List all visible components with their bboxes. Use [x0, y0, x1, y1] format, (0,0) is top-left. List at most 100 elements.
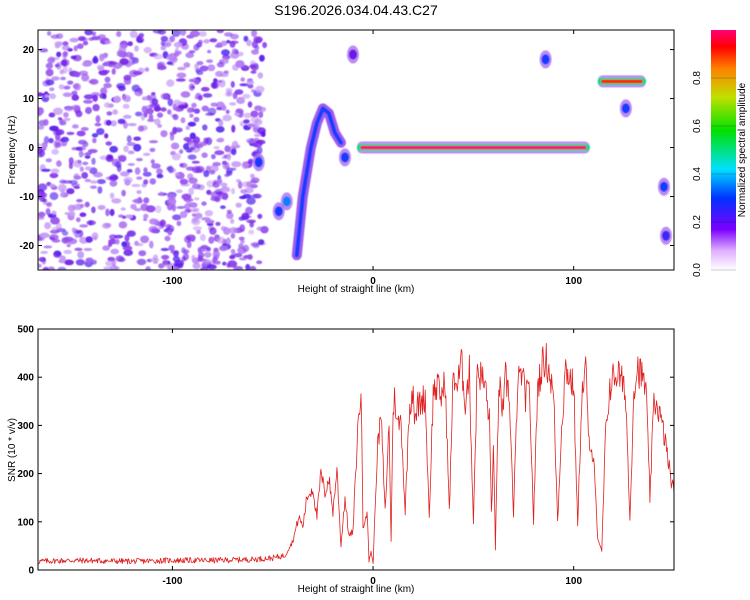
spectrogram-noise-cell	[251, 49, 259, 55]
spectrogram-noise-cell	[170, 142, 180, 150]
spectrogram-noise-cell	[96, 179, 106, 185]
spectrogram-noise-cell	[235, 60, 245, 68]
spectrogram-noise-cell	[185, 52, 194, 59]
spectrogram-noise-cell	[60, 76, 66, 81]
spectrogram-noise-cell	[223, 70, 229, 75]
spectrogram-noise-cell	[43, 266, 49, 270]
spectrogram-noise-cell	[167, 109, 172, 115]
spectrogram-noise-cell	[38, 143, 42, 147]
colorbar-tick-label: 0.0	[692, 263, 703, 277]
spectrogram-noise-cell	[183, 143, 190, 151]
spectrogram-noise-cell	[140, 113, 146, 121]
spectrogram-noise-cell	[222, 261, 227, 266]
spectrogram-noise-cell	[205, 112, 215, 116]
spectrogram-noise-cell	[169, 35, 176, 43]
spectrogram-noise-cell	[83, 94, 94, 100]
spectrogram-noise-cell	[78, 70, 89, 76]
spectrogram-noise-cell	[227, 260, 238, 268]
spectrogram-noise-cell	[81, 73, 90, 82]
spectrogram-noise-cell	[229, 40, 236, 48]
spectrogram-noise-cell	[196, 229, 201, 235]
spectrogram-noise-cell	[151, 163, 161, 169]
spectrogram-noise-cell	[126, 169, 133, 173]
spectrogram-noise-cell	[246, 80, 255, 85]
colorbar-tick-label: 0.8	[692, 71, 703, 85]
spectrogram-noise-cell	[172, 103, 178, 111]
spectrogram-noise-cell	[143, 167, 148, 173]
spectrogram-noise-cell	[175, 78, 186, 82]
spectrogram-noise-cell	[127, 41, 133, 47]
spectrogram-noise-cell	[246, 181, 253, 188]
spectrogram-noise-cell	[188, 50, 196, 54]
spectrogram-noise-cell	[74, 247, 82, 251]
spectrogram-noise-cell	[84, 30, 93, 36]
spectrogram-noise-cell	[143, 218, 148, 221]
spectrogram-noise-cell	[203, 39, 210, 44]
spectrogram-noise-cell	[71, 104, 81, 110]
spectrogram-noise-cell	[38, 257, 46, 262]
spectrogram-noise-cell	[81, 172, 89, 179]
spectrogram-noise-cell	[132, 70, 143, 76]
spectrogram-noise-cell	[59, 69, 64, 75]
spectrogram-noise-cell	[231, 124, 236, 133]
spectrogram-noise-cell	[202, 124, 208, 131]
spectrogram-noise-cell	[63, 117, 71, 122]
spectrogram-noise-cell	[154, 105, 162, 112]
spectrogram-noise-cell	[170, 250, 180, 254]
spectrogram-noise-cell	[213, 146, 220, 150]
spectrogram-noise-cell	[84, 152, 92, 156]
spectrogram-heatmap	[38, 30, 672, 270]
spectrogram-noise-cell	[105, 155, 114, 162]
spectrogram-blob-core	[340, 152, 349, 163]
spectrogram-noise-cell	[91, 206, 96, 214]
spectrogram-noise-cell	[121, 241, 127, 248]
spectrogram-noise-cell	[257, 72, 264, 79]
spectrogram-noise-cell	[104, 40, 112, 45]
spectrogram-noise-cell	[143, 197, 150, 204]
spectrogram-noise-cell	[256, 260, 263, 265]
spectrogram-noise-cell	[105, 119, 112, 126]
spectrogram-noise-cell	[249, 64, 257, 69]
spectrogram-noise-cell	[84, 178, 92, 183]
spectrogram-y-tick-label: 10	[23, 94, 35, 105]
spectrogram-noise-cell	[185, 201, 192, 206]
spectrogram-noise-cell	[135, 243, 144, 247]
spectrogram-noise-cell	[64, 259, 74, 266]
spectrogram-feature-blob	[272, 202, 285, 221]
spectrogram-noise-cell	[174, 259, 184, 267]
spectrogram-noise-cell	[188, 83, 195, 91]
spectrogram-noise-cell	[219, 73, 229, 77]
spectrogram-feature-blob	[659, 226, 672, 245]
spectrogram-blob-core	[621, 103, 630, 114]
spectrogram-noise-cell	[230, 148, 237, 156]
snr-y-tick-label: 500	[17, 325, 34, 336]
spectrogram-noise-cell	[177, 128, 182, 133]
spectrogram-noise-cell	[143, 152, 151, 156]
spectrogram-noise-cell	[47, 31, 52, 36]
snr-x-tick-label: 0	[370, 576, 376, 587]
spectrogram-noise-cell	[191, 160, 200, 164]
spectrogram-noise-cell	[115, 255, 124, 262]
spectrogram-noise-cell	[127, 163, 135, 166]
colorbar-tick-label: 0.4	[692, 167, 703, 181]
spectrogram-noise-cell	[63, 249, 72, 255]
spectrogram-noise-cell	[246, 219, 256, 224]
spectrogram-noise-cell	[227, 153, 232, 161]
spectrogram-noise-cell	[262, 42, 267, 49]
spectrogram-noise-cell	[92, 137, 97, 144]
spectrogram-noise-cell	[256, 146, 263, 155]
spectrogram-noise-cell	[120, 207, 126, 211]
spectrogram-noise-cell	[55, 129, 65, 136]
spectrogram-noise-cell	[109, 192, 115, 199]
snr-y-tick-label: 200	[17, 469, 34, 480]
spectrogram-noise-cell	[197, 94, 203, 101]
spectrogram-noise-cell	[49, 172, 59, 179]
spectrogram-noise-cell	[64, 106, 74, 112]
spectrogram-noise-cell	[220, 40, 228, 47]
spectrogram-noise-cell	[187, 154, 197, 160]
spectrogram-noise-cell	[40, 192, 48, 198]
spectrogram-noise-cell	[72, 124, 79, 129]
spectrogram-noise-cell	[212, 250, 221, 258]
spectrogram-noise-cell	[180, 117, 186, 124]
snr-y-tick-label: 400	[17, 373, 34, 384]
